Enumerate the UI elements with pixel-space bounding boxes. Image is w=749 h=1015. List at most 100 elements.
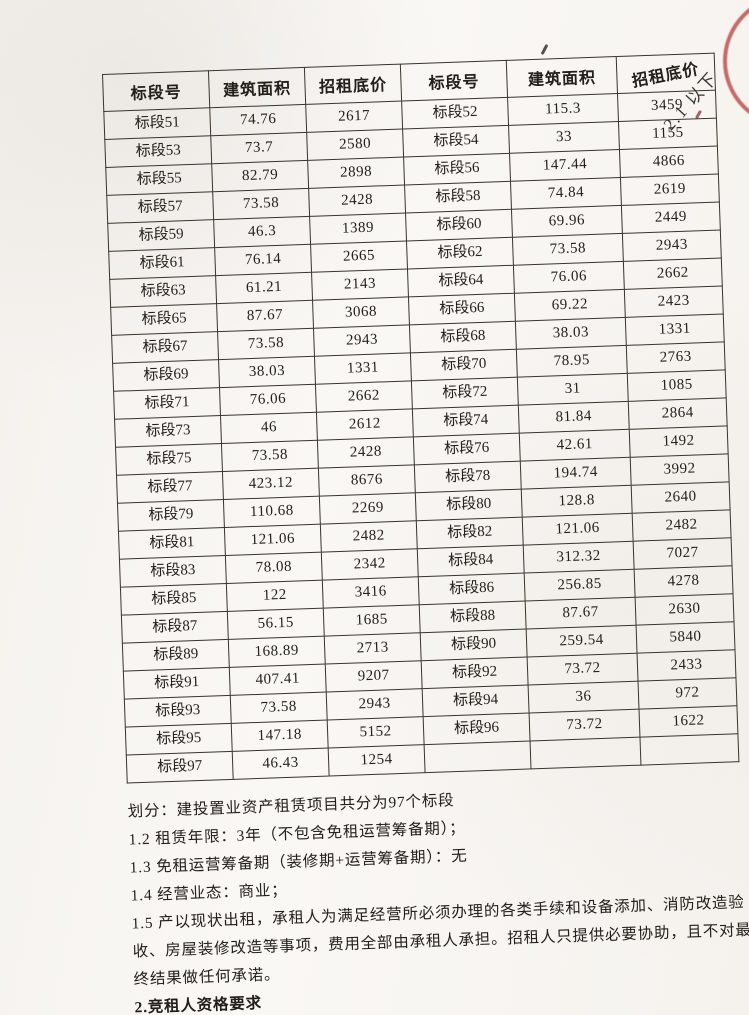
cell-building-area-right: 115.3 — [507, 93, 619, 126]
cell-section-number-left: 标段63 — [109, 275, 217, 308]
cell-base-rent-left: 2428 — [317, 436, 415, 469]
page-content: 标段号 建筑面积 招租底价 标段号 建筑面积 招租底价 标段51 74.76 2… — [102, 53, 749, 1015]
cell-building-area-right: 33 — [508, 121, 620, 154]
cell-base-rent-right: 2662 — [623, 257, 723, 290]
cell-building-area-right: 38.03 — [515, 317, 627, 350]
cell-building-area-right: 73.58 — [512, 233, 624, 266]
cell-base-rent-left: 2269 — [319, 492, 417, 525]
cell-base-rent-right: 7027 — [633, 537, 733, 570]
cell-base-rent-left: 1331 — [314, 352, 412, 385]
cell-base-rent-left: 2482 — [320, 520, 418, 553]
cell-base-rent-right: 5840 — [636, 621, 735, 654]
cell-base-rent-left: 2342 — [321, 548, 419, 581]
cell-section-number-left: 标段53 — [104, 135, 212, 168]
cell-building-area-left: 423.12 — [222, 468, 320, 500]
cell-section-number-right: 标段58 — [404, 181, 512, 213]
cell-section-number-right: 标段90 — [420, 629, 528, 661]
cell-building-area-left: 122 — [226, 580, 324, 612]
cell-section-number-left: 标段81 — [118, 527, 226, 560]
cell-building-area-right: 69.96 — [511, 205, 623, 238]
cell-base-rent-right: 3992 — [630, 453, 730, 486]
cell-building-area-left: 46.43 — [232, 748, 330, 780]
cell-base-rent-right: 2433 — [637, 649, 736, 682]
cell-base-rent-left: 3416 — [322, 576, 420, 609]
cell-building-area-left: 73.58 — [212, 188, 310, 220]
cell-building-area-right: 76.06 — [513, 261, 625, 294]
cell-base-rent-right: 1331 — [625, 313, 725, 346]
cell-section-number-left: 标段93 — [124, 695, 232, 728]
cell-section-number-left: 标段95 — [125, 723, 233, 756]
cell-section-number-left: 标段75 — [115, 443, 223, 476]
cell-base-rent-right: 2943 — [622, 230, 722, 262]
cell-section-number-right: 标段84 — [417, 545, 525, 577]
cell-base-rent-left: 3068 — [312, 296, 410, 329]
notes-section: 划分：建投置业资产租赁项目共分为97个标段 1.2 租赁年限：3年（不包含免租运… — [127, 777, 749, 1015]
cell-building-area-left: 168.89 — [228, 636, 326, 668]
cell-base-rent-right: 2619 — [620, 174, 720, 206]
cell-section-number-left: 标段89 — [122, 639, 230, 672]
cell-base-rent-left: 9207 — [325, 660, 423, 693]
cell-building-area-right: 74.84 — [510, 177, 622, 210]
cell-section-number-right: 标段72 — [411, 377, 519, 409]
cell-base-rent-right: 3459 — [617, 90, 717, 122]
cell-section-number-right: 标段62 — [406, 237, 514, 269]
cell-section-number-right: 标段94 — [422, 685, 530, 717]
cell-building-area-right: 194.74 — [520, 457, 632, 490]
cell-section-number-left: 标段65 — [110, 303, 218, 336]
cell-base-rent-right: 1622 — [638, 705, 738, 738]
cell-building-area-left: 78.08 — [225, 552, 323, 584]
cell-building-area-right: 31 — [517, 373, 629, 406]
cell-base-rent-right: 1492 — [629, 425, 729, 458]
cell-building-area-left: 46 — [220, 412, 318, 444]
cell-building-area-left: 76.14 — [214, 244, 312, 276]
cell-section-number-left: 标段77 — [116, 471, 224, 504]
cell-building-area-left: 121.06 — [224, 524, 322, 556]
cell-section-number-left: 标段87 — [121, 611, 229, 644]
cell-section-number-left: 标段59 — [107, 219, 215, 252]
cell-base-rent-right: 2640 — [631, 481, 731, 514]
cell-building-area-right: 128.8 — [521, 485, 633, 518]
cell-base-rent-right: 4278 — [634, 565, 734, 598]
cell-base-rent-left: 2617 — [305, 101, 403, 133]
cell-base-rent-left: 2662 — [315, 380, 413, 413]
cell-building-area-left: 73.58 — [217, 328, 315, 360]
cell-section-number-left: 标段97 — [126, 751, 234, 784]
header-base-rent-left: 招租底价 — [304, 64, 402, 105]
cell-section-number-right: 标段96 — [423, 712, 531, 745]
cell-base-rent-right: 2630 — [635, 593, 735, 626]
header-building-area-left: 建筑面积 — [208, 67, 306, 108]
cell-building-area-left: 110.68 — [223, 496, 321, 528]
cell-base-rent-right: 4866 — [619, 146, 719, 178]
cell-building-area-right: 73.72 — [529, 709, 640, 741]
header-base-rent-right: 招租底价 — [616, 53, 716, 94]
cell-section-number-right: 标段54 — [402, 125, 510, 158]
cell-building-area-right: 259.54 — [526, 625, 638, 658]
cell-building-area-right: 121.06 — [522, 513, 634, 546]
cell-base-rent-left: 1685 — [323, 604, 421, 637]
cell-base-rent-left: 2898 — [307, 157, 405, 189]
cell-section-number-right: 标段52 — [401, 97, 509, 130]
cell-base-rent-left: 2713 — [324, 632, 422, 665]
cell-base-rent-left: 8676 — [318, 464, 416, 497]
cell-building-area-right: 312.32 — [523, 541, 635, 574]
cell-building-area-left: 61.21 — [215, 272, 313, 304]
cell-building-area-left: 147.18 — [231, 720, 329, 752]
cell-base-rent-left: 1389 — [309, 212, 407, 245]
cell-section-number-right: 标段66 — [408, 293, 516, 325]
cell-section-number-left: 标段73 — [114, 415, 222, 448]
cell-section-number-right: 标段78 — [414, 461, 522, 493]
cell-base-rent-left: 2428 — [308, 185, 406, 217]
scan-artifact-mark — [540, 43, 549, 56]
cell-section-number-right: 标段74 — [412, 405, 520, 437]
cell-building-area-right: 147.44 — [509, 149, 621, 182]
cell-building-area-left: 73.7 — [210, 132, 308, 164]
cell-section-number-right: 标段60 — [405, 209, 513, 241]
cell-building-area-left: 73.58 — [221, 440, 319, 472]
cell-section-number-left: 标段57 — [106, 191, 214, 224]
cell-section-number-right: 标段80 — [415, 489, 523, 521]
cell-building-area-left: 82.79 — [211, 160, 309, 192]
cell-base-rent-left: 2580 — [306, 129, 404, 161]
cell-base-rent-right: 2449 — [621, 202, 721, 234]
cell-section-number-right: 标段70 — [410, 349, 518, 381]
